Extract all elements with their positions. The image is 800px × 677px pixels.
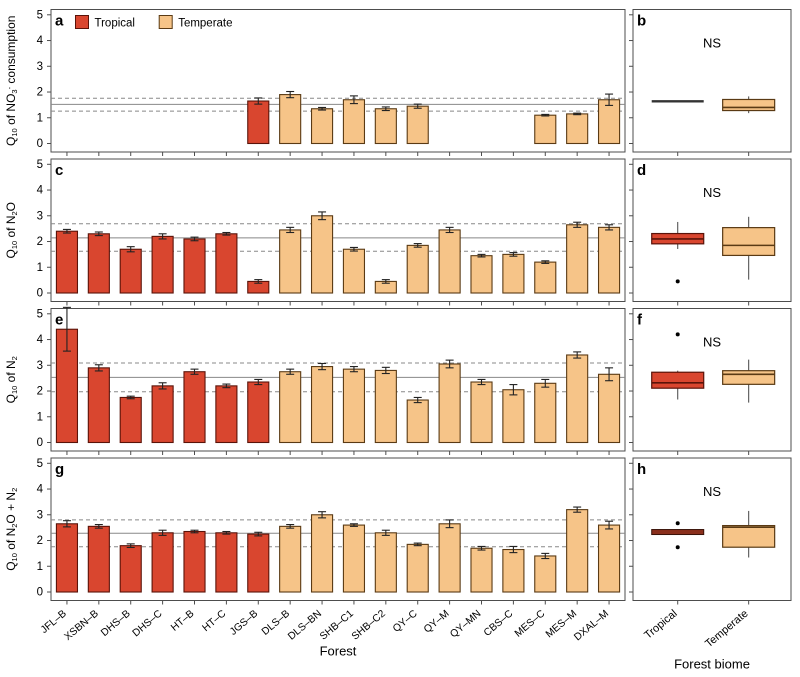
svg-text:4: 4	[37, 334, 44, 346]
svg-text:JGS–B: JGS–B	[228, 608, 260, 637]
svg-text:NS: NS	[703, 185, 721, 200]
svg-text:h: h	[637, 461, 646, 478]
svg-text:Temperate: Temperate	[703, 608, 751, 651]
svg-text:0: 0	[37, 587, 43, 599]
svg-text:c: c	[55, 162, 63, 179]
svg-text:DHS–C: DHS–C	[131, 608, 165, 639]
svg-text:Q10 of NO3- consumption: Q10 of NO3- consumption	[4, 16, 19, 146]
svg-text:QY–MN: QY–MN	[448, 608, 483, 640]
svg-text:Forest biome: Forest biome	[674, 657, 750, 672]
svg-text:5: 5	[37, 9, 43, 21]
svg-text:2: 2	[37, 386, 43, 398]
svg-text:4: 4	[37, 185, 44, 197]
svg-text:Temperate: Temperate	[178, 18, 232, 30]
svg-text:Q10 of N2: Q10 of N2	[4, 356, 19, 403]
svg-text:HT–C: HT–C	[201, 608, 229, 634]
svg-text:SHB–C2: SHB–C2	[350, 608, 388, 642]
svg-text:5: 5	[37, 159, 43, 171]
svg-text:g: g	[55, 461, 64, 478]
svg-text:3: 3	[37, 61, 43, 73]
svg-text:2: 2	[37, 236, 43, 248]
svg-text:1: 1	[37, 561, 43, 573]
svg-text:3: 3	[37, 360, 43, 372]
svg-text:Forest: Forest	[320, 644, 357, 659]
svg-text:HT–B: HT–B	[169, 608, 196, 633]
svg-text:0: 0	[37, 138, 43, 150]
svg-text:4: 4	[37, 35, 44, 47]
svg-text:2: 2	[37, 87, 43, 99]
svg-text:5: 5	[37, 458, 43, 470]
svg-text:QY–C: QY–C	[391, 608, 420, 635]
svg-text:1: 1	[37, 411, 43, 423]
svg-text:e: e	[55, 312, 63, 329]
svg-text:NS: NS	[703, 484, 721, 499]
svg-text:1: 1	[37, 262, 43, 274]
svg-text:4: 4	[37, 484, 44, 496]
svg-text:DHS–B: DHS–B	[99, 608, 132, 639]
svg-text:MES–C: MES–C	[513, 608, 548, 640]
svg-text:1: 1	[37, 112, 43, 124]
svg-text:f: f	[637, 312, 643, 329]
svg-text:CBS–C: CBS–C	[482, 608, 516, 639]
svg-text:Tropical: Tropical	[95, 18, 135, 30]
svg-text:2: 2	[37, 535, 43, 547]
svg-text:3: 3	[37, 210, 43, 222]
svg-text:a: a	[55, 13, 64, 30]
svg-text:Tropical: Tropical	[642, 608, 679, 642]
svg-text:DLS–BN: DLS–BN	[286, 608, 324, 642]
svg-text:XSBN–B: XSBN–B	[63, 608, 101, 643]
svg-text:3: 3	[37, 509, 43, 521]
svg-text:DXAL–M: DXAL–M	[572, 608, 611, 643]
svg-text:Q10 of N2O: Q10 of N2O	[4, 202, 19, 259]
svg-text:0: 0	[37, 437, 43, 449]
svg-text:0: 0	[37, 288, 43, 300]
svg-text:QY–M: QY–M	[422, 608, 451, 635]
svg-text:5: 5	[37, 308, 43, 320]
svg-text:d: d	[637, 162, 646, 179]
svg-text:NS: NS	[703, 335, 721, 350]
svg-text:SHB–C1: SHB–C1	[318, 608, 356, 642]
svg-text:Q10 of N2O + N2: Q10 of N2O + N2	[4, 488, 19, 571]
svg-text:NS: NS	[703, 36, 721, 51]
svg-text:b: b	[637, 13, 646, 30]
